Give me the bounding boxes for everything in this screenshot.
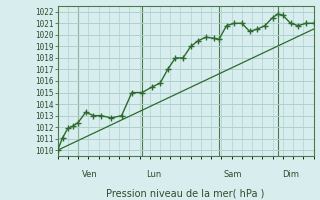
Text: Pression niveau de la mer( hPa ): Pression niveau de la mer( hPa ) [107, 189, 265, 199]
Text: Sam: Sam [223, 170, 242, 179]
Text: Ven: Ven [82, 170, 98, 179]
Text: Dim: Dim [282, 170, 299, 179]
Text: Lun: Lun [146, 170, 162, 179]
